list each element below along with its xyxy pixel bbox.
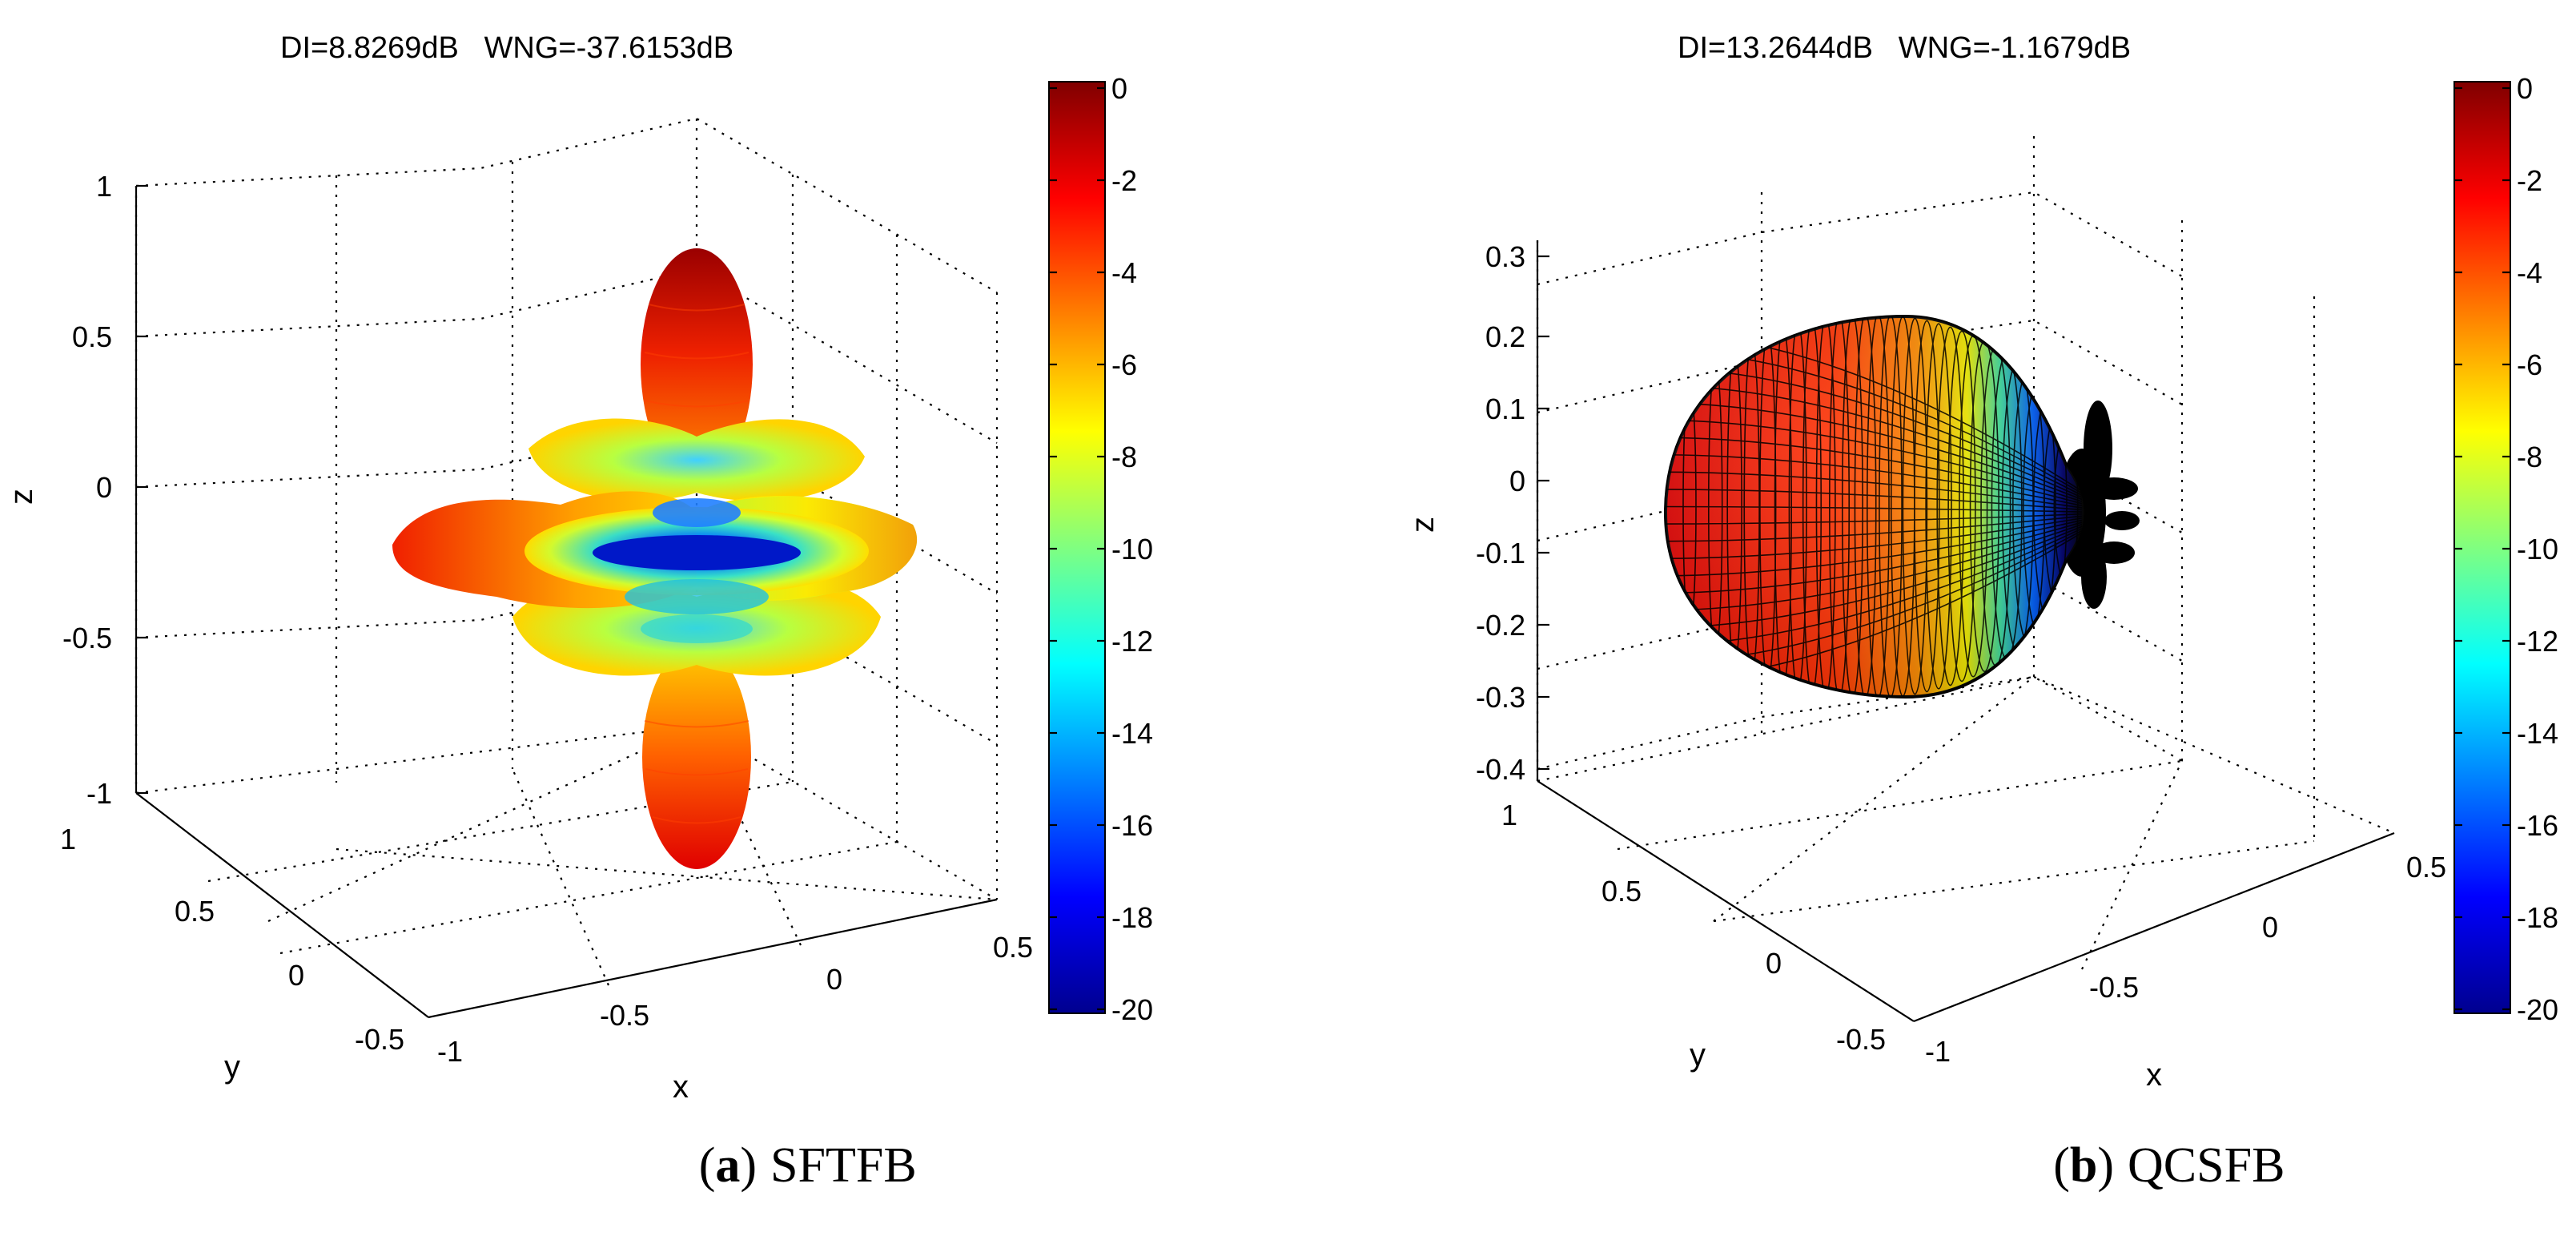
- mesh-line: [1666, 521, 2083, 594]
- b-ytick-4: -0.5: [1836, 1023, 1886, 1056]
- a-ytick-4: -0.5: [355, 1023, 404, 1056]
- a-ytick-1: 1: [60, 823, 76, 855]
- a-ylabel: y: [224, 1049, 240, 1085]
- panel-b-surface: [1663, 314, 2140, 699]
- colorbar-tick-label: -2: [2517, 164, 2542, 197]
- colorbar-tick-label: -18: [1111, 901, 1153, 934]
- a-ztick-5: -1: [86, 777, 112, 810]
- a-zlabel: z: [4, 489, 39, 505]
- a-xtick-4: 0.5: [993, 931, 1033, 964]
- mesh-line: [1867, 316, 1890, 697]
- mesh-line: [1842, 316, 1863, 697]
- mesh-line: [1854, 316, 1877, 697]
- colorbar-tick-label: -6: [1111, 348, 1137, 381]
- a-caption-label: (a): [699, 1138, 757, 1193]
- a-xtick-3: 0: [826, 963, 842, 996]
- a-title: DI=8.8269dB WNG=-37.6153dB: [280, 31, 733, 65]
- colorbar-tick-label: -20: [2517, 993, 2558, 1026]
- b-caption: QCSFB: [2128, 1138, 2285, 1193]
- mesh-line: [1925, 323, 1952, 690]
- colorbar-tick-label: -12: [1111, 625, 1153, 658]
- colorbar-tick-label: -20: [1111, 993, 1153, 1026]
- colorbar-tick-label: -4: [2517, 256, 2542, 289]
- mesh-line: [1666, 402, 2083, 501]
- a-xlabel: x: [673, 1069, 689, 1105]
- colorbar-tick-label: -6: [2517, 348, 2542, 381]
- b-ztick-6: -0.2: [1476, 609, 1525, 642]
- mesh-line: [1959, 335, 1988, 678]
- b-ytick-2: 0.5: [1601, 875, 1642, 908]
- panel-a-surface: [392, 248, 918, 869]
- b-ztick-7: -0.3: [1476, 681, 1525, 714]
- colorbar-tick-label: -12: [2517, 625, 2558, 658]
- b-ztick-1: 0.3: [1485, 240, 1525, 273]
- colorbar-tick-label: -2: [1111, 164, 1137, 197]
- mesh-line: [1666, 437, 2083, 505]
- mesh-line: [1666, 453, 2083, 507]
- a-ztick-4: -0.5: [62, 622, 112, 654]
- panel-b: 0.3 0.2 0.1 0 -0.1 -0.2 -0.3 -0.4 1 0.5 …: [1405, 31, 2558, 1193]
- colorbar-tick-label: -16: [2517, 809, 2558, 842]
- panel-a-axes: [135, 184, 998, 1019]
- colorbar-tick-label: 0: [1111, 72, 1127, 105]
- main-lobe-mesh: [1666, 316, 2084, 697]
- mesh-line: [1902, 317, 1928, 695]
- b-ztick-3: 0.1: [1485, 393, 1525, 425]
- b-ztick-2: 0.2: [1485, 320, 1525, 353]
- mesh-line: [1829, 316, 1851, 697]
- colorbar-tick-label: -8: [1111, 441, 1137, 473]
- a-xtick-2: -0.5: [600, 999, 649, 1032]
- mesh-line: [1666, 419, 2083, 502]
- b-title: DI=13.2644dB WNG=-1.1679dB: [1678, 31, 2131, 65]
- colorbar-tick-label: -18: [2517, 901, 2558, 934]
- a-ztick-1: 1: [96, 170, 112, 203]
- a-ytick-2: 0.5: [175, 895, 215, 928]
- mesh-line: [1666, 525, 2083, 629]
- b-xtick-1: -1: [1925, 1035, 1951, 1068]
- colorbar-tick-label: -14: [2517, 717, 2558, 750]
- mesh-line: [1666, 519, 2083, 577]
- a-xtick-1: -1: [437, 1035, 463, 1068]
- b-caption-label: (b): [2053, 1138, 2114, 1193]
- panel-a-colorbar: 0 -2 -4 -6 -8 -10 -12 -14 -16 -18 -20: [1048, 72, 1153, 1026]
- mesh-line: [1947, 330, 1976, 682]
- b-ztick-8: -0.4: [1476, 753, 1525, 786]
- mesh-line: [1666, 523, 2083, 611]
- colorbar-tick-label: -10: [2517, 533, 2558, 566]
- b-ztick-4: 0: [1509, 465, 1525, 497]
- b-ztick-5: -0.1: [1476, 537, 1525, 570]
- colorbar-tick-label: -10: [1111, 533, 1153, 566]
- bottom-main-lobe: [642, 645, 751, 869]
- a-ztick-2: 0.5: [72, 320, 112, 353]
- colorbar-tick-label: 0: [2517, 72, 2533, 105]
- colorbar-tick-label: -14: [1111, 717, 1153, 750]
- colorbar-tick-label: -8: [2517, 441, 2542, 473]
- b-ylabel: y: [1690, 1037, 1706, 1073]
- b-ytick-3: 0: [1766, 947, 1782, 980]
- panel-b-axes: [1536, 240, 2395, 1023]
- colorbar-tick-label: -16: [1111, 809, 1153, 842]
- panel-b-colorbar: 0 -2 -4 -6 -8 -10 -12 -14 -16 -18 -20: [2453, 72, 2558, 1026]
- mesh-line: [1879, 316, 1903, 697]
- colorbar-tick-label: -4: [1111, 256, 1137, 289]
- top-main-lobe: [641, 248, 753, 481]
- mesh-line: [1914, 320, 1940, 693]
- a-ytick-3: 0: [288, 959, 304, 992]
- b-xlabel: x: [2146, 1057, 2162, 1093]
- mesh-line: [1666, 384, 2083, 498]
- b-zlabel: z: [1405, 517, 1441, 533]
- a-ztick-3: 0: [96, 471, 112, 504]
- b-ytick-1: 1: [1501, 799, 1517, 831]
- b-xtick-2: -0.5: [2089, 971, 2139, 1004]
- b-xtick-4: 0.5: [2406, 851, 2446, 884]
- a-caption: SFTFB: [770, 1138, 917, 1193]
- b-xtick-3: 0: [2262, 911, 2278, 944]
- mesh-line: [1666, 517, 2083, 560]
- upper-side-lobe: [528, 418, 865, 501]
- mesh-line: [1936, 326, 1964, 686]
- panel-a: 1 0.5 0 -0.5 -1 1 0.5 0 -0.5 -1 -0.5 0 0…: [4, 31, 1153, 1193]
